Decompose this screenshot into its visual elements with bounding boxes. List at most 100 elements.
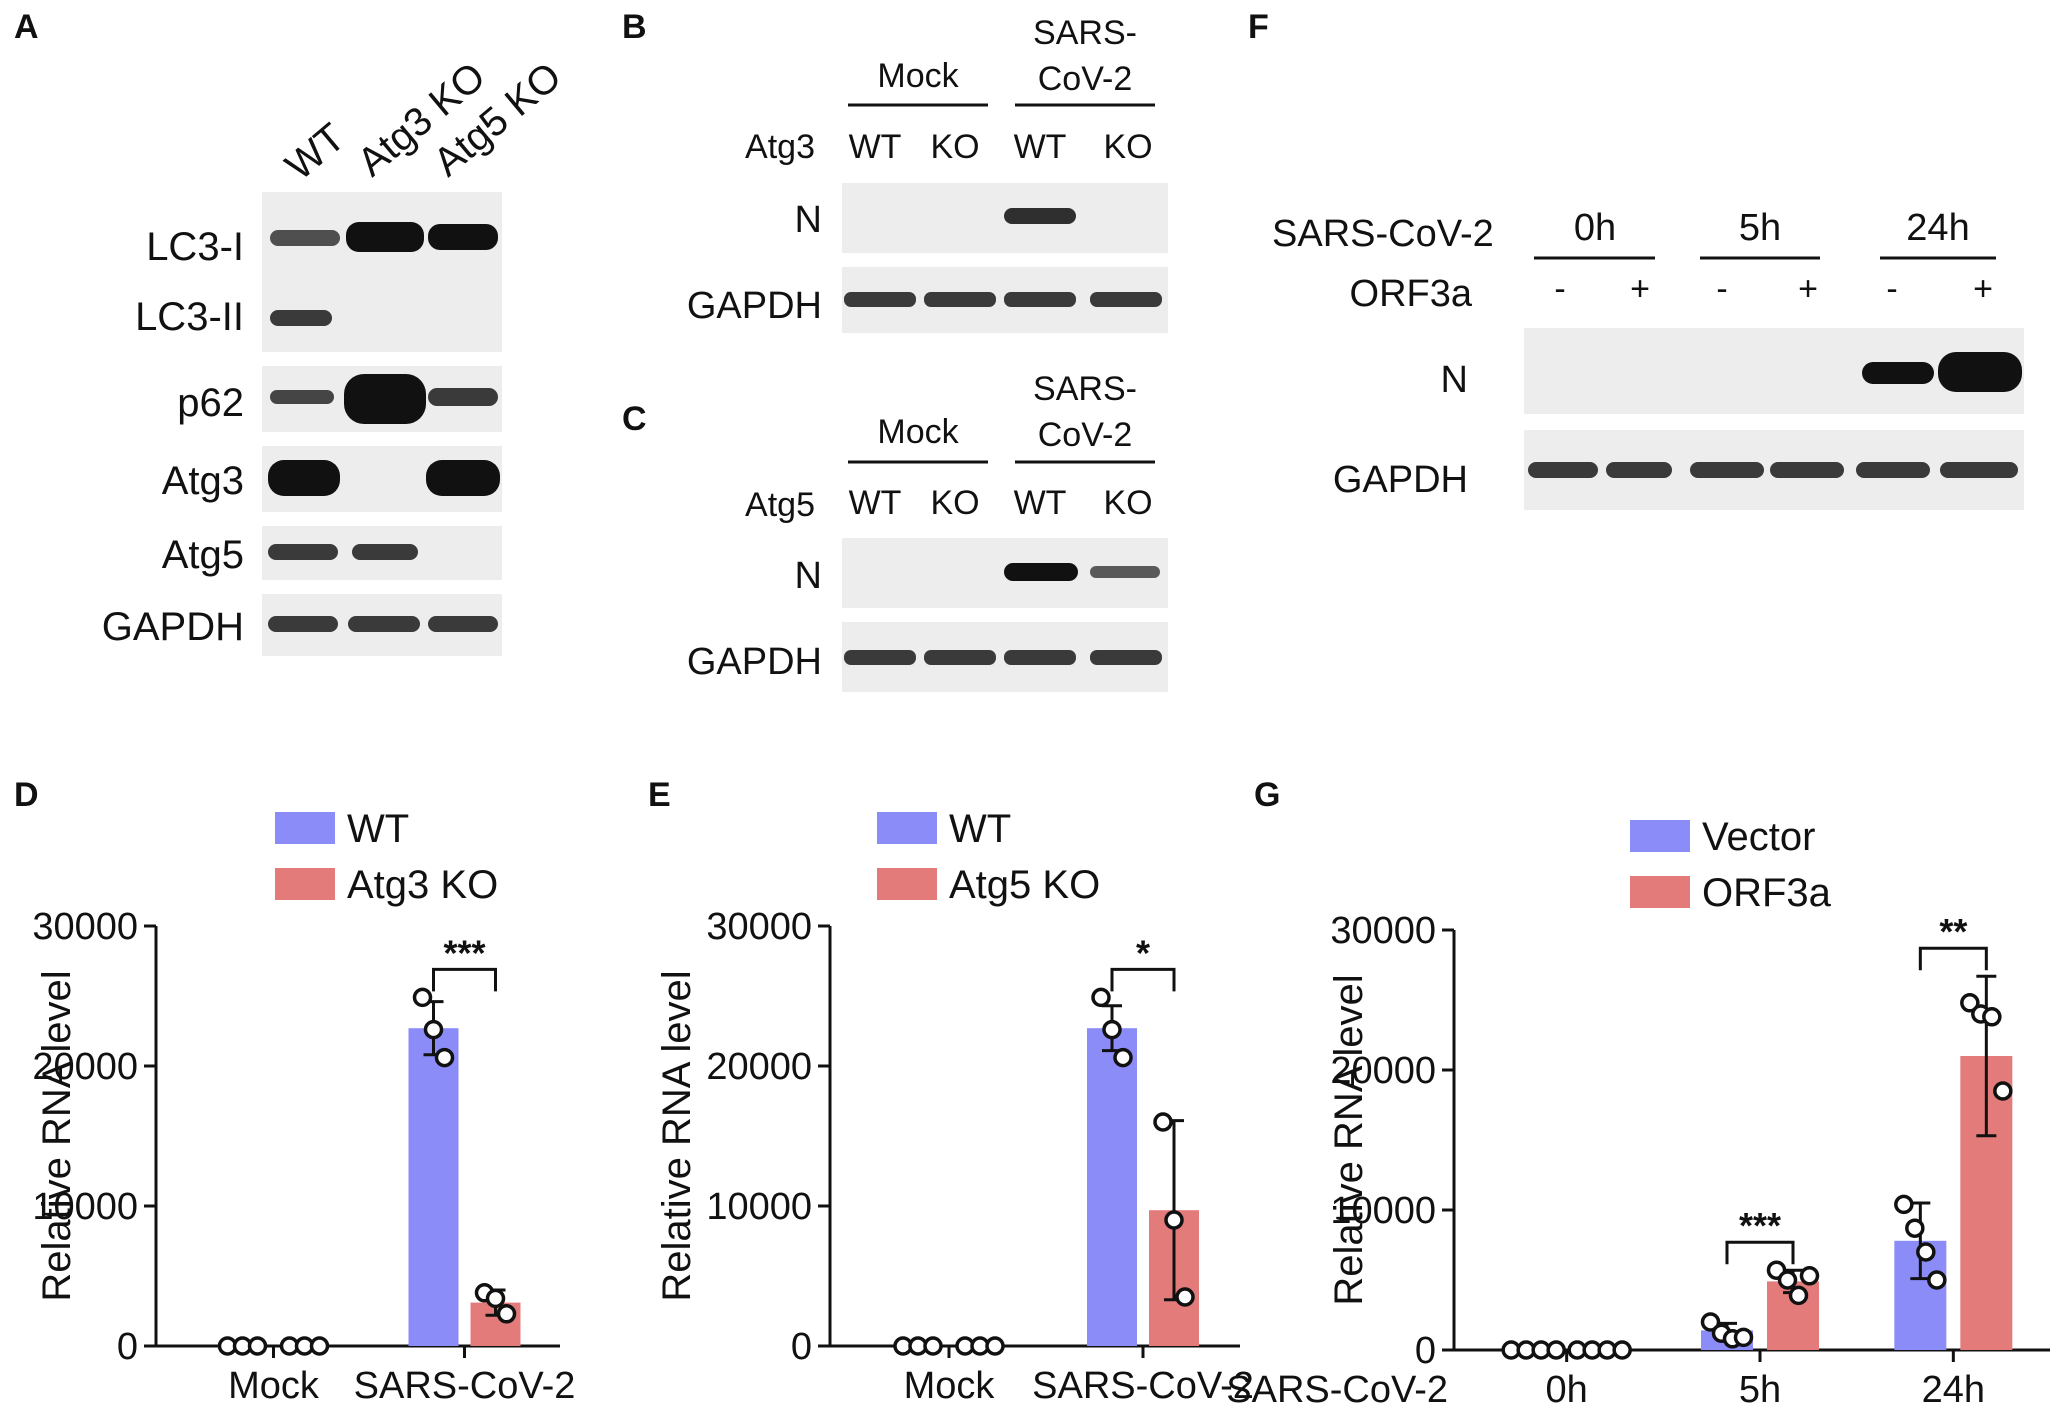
band (1940, 462, 2018, 478)
data-point (1916, 1242, 1936, 1262)
data-point (485, 1288, 506, 1309)
legend-swatch (275, 812, 335, 844)
band (1004, 650, 1076, 665)
legend-swatch (1630, 820, 1690, 852)
group-label-sars: SARS- (1033, 14, 1137, 52)
band (346, 222, 424, 252)
band (1090, 292, 1162, 307)
time-24h: 24h (1906, 207, 1969, 249)
data-point (1993, 1081, 2013, 1101)
band (270, 390, 334, 404)
group-label-mock: Mock (877, 57, 959, 95)
band (1690, 462, 1764, 478)
band (344, 374, 426, 424)
panel-letter-f: F (1248, 8, 1269, 46)
band (268, 544, 338, 560)
y-tick-label: 10000 (706, 1186, 812, 1228)
blot-label-atg3: Atg3 (162, 459, 244, 503)
panel-b-blot: Mock SARS- CoV-2 Atg3 WT KO WT KO N GAPD… (687, 14, 1168, 333)
y-axis-label: Relative RNA level (35, 970, 79, 1301)
x-tick-label: 24h (1922, 1369, 1985, 1411)
data-point (309, 1336, 330, 1356)
panel-letter-g: G (1254, 776, 1280, 814)
blot-label-atg5: Atg5 (162, 533, 244, 577)
legend-label: WT (347, 807, 409, 851)
panel-letter-e: E (648, 776, 671, 814)
data-point (1091, 987, 1111, 1008)
data-point (1700, 1312, 1721, 1332)
x-tick-label: 0h (1546, 1369, 1588, 1411)
data-point (1777, 1270, 1798, 1290)
band (844, 650, 916, 665)
row-label-atg5: Atg5 (745, 486, 815, 524)
data-point (496, 1304, 517, 1324)
data-point (1960, 993, 1980, 1013)
lane-wt: WT (849, 484, 902, 522)
band (1862, 362, 1934, 384)
panel-letter-c: C (622, 400, 647, 438)
band (1090, 650, 1162, 665)
legend-label: WT (949, 807, 1011, 851)
blot-label-lc3-ii: LC3-II (135, 295, 244, 339)
chart-g: 0 10000 20000 30000 Relative RNA level Vector… (1226, 815, 2050, 1411)
band (1770, 462, 1844, 478)
significance-label: * (1136, 932, 1150, 973)
y-tick-label: 20000 (1330, 1050, 1436, 1092)
bar (1087, 1028, 1137, 1346)
panel-f-blot: SARS-CoV-2 0h 5h 24h ORF3a - + - + - + N… (1272, 207, 2024, 510)
legend-label: Atg3 KO (347, 863, 498, 907)
group-label-cov2: CoV-2 (1038, 60, 1133, 98)
y-tick-label: 10000 (1330, 1190, 1436, 1232)
significance-label: *** (443, 932, 485, 973)
time-0h: 0h (1574, 207, 1616, 249)
panel-a-blot: WT Atg3 KO Atg5 KO LC3-I LC3-II p62 Atg3… (102, 54, 570, 656)
data-point (1982, 1007, 2002, 1027)
row-label-orf3a: ORF3a (1350, 273, 1473, 315)
data-point (1894, 1194, 1914, 1215)
significance-label: *** (1739, 1205, 1781, 1246)
band (1938, 352, 2022, 392)
x-tick-label: Mock (904, 1365, 996, 1407)
group-label-sars: SARS- (1033, 370, 1137, 408)
sign: + (1630, 270, 1650, 308)
data-point (434, 1047, 455, 1068)
band (270, 310, 332, 326)
band (924, 292, 996, 307)
data-point (1113, 1047, 1133, 1068)
band (1090, 566, 1160, 578)
band (1856, 462, 1930, 478)
x-axis-label: SARS-CoV-2 (1226, 1369, 1448, 1411)
legend-label: Atg5 KO (949, 863, 1100, 907)
legend-swatch (1630, 876, 1690, 908)
data-point (1799, 1266, 1820, 1286)
lane-ko: KO (930, 128, 979, 166)
band (1606, 462, 1672, 478)
legend-swatch (275, 868, 335, 900)
data-point (1546, 1340, 1566, 1360)
band (1004, 292, 1076, 307)
data-point (923, 1336, 943, 1356)
band (428, 616, 498, 632)
band (1004, 208, 1076, 224)
chart-d: 0 10000 20000 30000 Relative RNA level WT Atg3… (32, 807, 575, 1407)
lane-ko: KO (930, 484, 979, 522)
data-point (1175, 1287, 1195, 1307)
y-tick-label: 20000 (706, 1046, 812, 1088)
blot-lc3 (262, 192, 502, 352)
sign: - (1886, 270, 1897, 308)
data-point (423, 1019, 444, 1040)
lane-label-wt: WT (278, 115, 354, 189)
row-label-sars: SARS-CoV-2 (1272, 213, 1494, 255)
sign: + (1798, 270, 1818, 308)
y-tick-label: 30000 (1330, 910, 1436, 952)
blot-label-gapdh: GAPDH (1333, 459, 1468, 501)
blot-label-lc3-i: LC3-I (146, 225, 244, 269)
group-label-mock: Mock (877, 413, 959, 451)
data-point (1612, 1340, 1632, 1360)
sign: - (1716, 270, 1727, 308)
panel-letter-b: B (622, 8, 647, 46)
data-point (1788, 1285, 1809, 1306)
data-point (1153, 1112, 1173, 1132)
y-tick-label: 0 (791, 1326, 812, 1368)
